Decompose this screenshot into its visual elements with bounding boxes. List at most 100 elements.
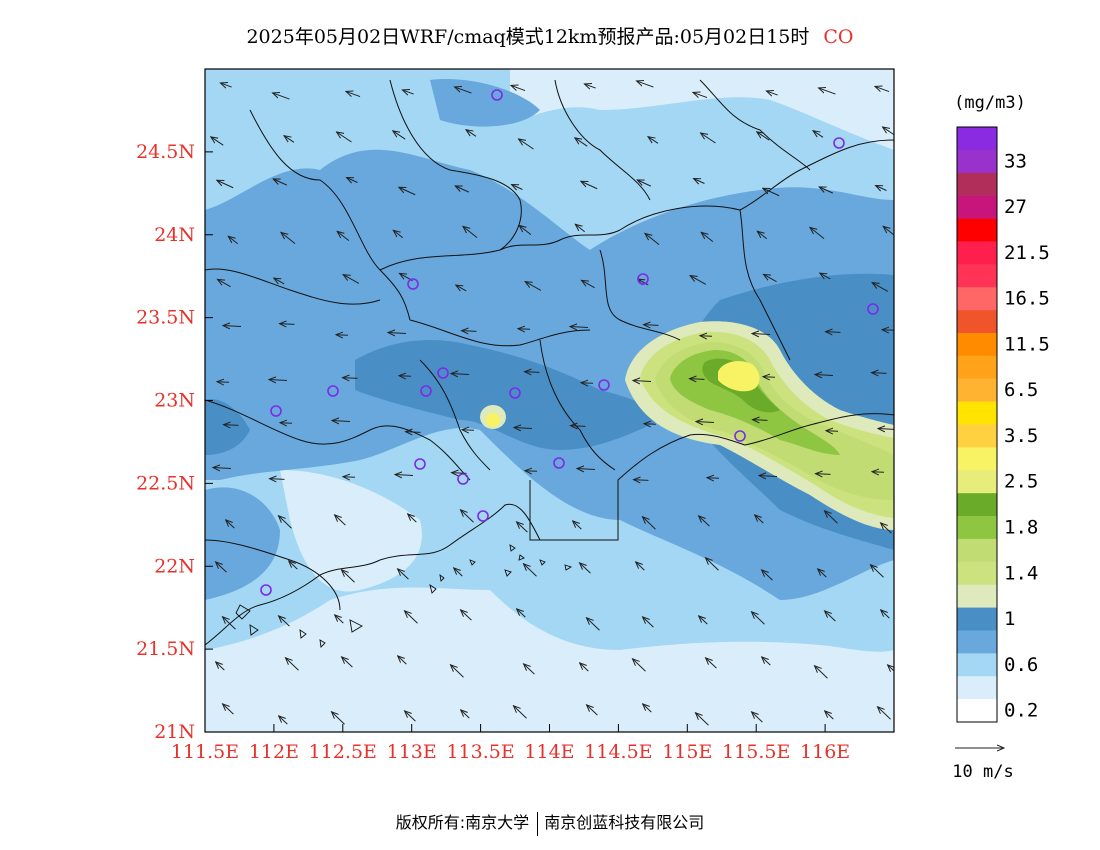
wind-arrow [270, 479, 285, 480]
wind-arrow [335, 615, 344, 624]
wind-arrow [644, 424, 657, 425]
x-axis-ticks: 111.5E 112E 112.5E 113E 113.5E 114E 114.5E 115E… [171, 724, 850, 763]
wind-arrow [402, 90, 414, 94]
wind-arrow [573, 521, 582, 530]
wind-arrow [752, 334, 771, 335]
wind-arrow [699, 516, 710, 527]
wind-arrow [571, 426, 586, 427]
wind-arrow [220, 83, 232, 87]
legend-label: 2.5 [1004, 471, 1038, 493]
legend-label: 0.2 [1004, 700, 1038, 722]
legend-swatch [957, 310, 997, 334]
y-axis-ticks: 21N 21.5N 22N 22.5N 23N 23.5N 24N 24.5N [136, 141, 213, 743]
wind-arrow [637, 180, 652, 187]
wind-arrow [519, 139, 534, 150]
wind-arrow [577, 469, 596, 470]
wind-arrow [643, 704, 652, 713]
wind-arrow [404, 611, 418, 624]
wind-arrow [451, 374, 470, 375]
wind-arrow [279, 616, 290, 627]
legend-swatch [957, 447, 997, 471]
wind-arrow [525, 471, 538, 472]
wind-arrow [826, 332, 841, 333]
station-marker [867, 303, 879, 315]
wind-arrow [763, 377, 776, 378]
legend-label: 3.5 [1004, 425, 1038, 447]
x-tick-label: 116E [800, 741, 850, 763]
wind-arrow [870, 565, 884, 578]
y-tick-label: 22.5N [136, 472, 195, 494]
y-tick-label: 23.5N [136, 307, 195, 329]
map-title: 2025年05月02日WRF/cmaq模式12km预报产品:05月02日15时 C… [0, 22, 1100, 49]
wind-arrow [762, 570, 773, 581]
wind-arrow [636, 562, 645, 571]
copyright-footer: 版权所有:南京大学 南京创蓝科技有限公司 [0, 809, 1100, 836]
wind-arrow [406, 432, 421, 433]
wind-arrow [388, 333, 407, 334]
band-lightest-ne [750, 69, 894, 120]
wind-arrow [826, 431, 839, 432]
legend-swatch [957, 332, 997, 357]
wind-arrow [580, 563, 591, 574]
wind-arrow [584, 84, 596, 88]
legend-label: 21.5 [1004, 242, 1050, 264]
wind-arrow [514, 428, 533, 429]
wind-arrow [634, 480, 649, 481]
band-lightest-sw [280, 470, 422, 592]
wind-arrow [882, 330, 894, 331]
wind-arrow [819, 88, 836, 95]
wind-arrow [395, 475, 414, 476]
wind-arrow [335, 515, 346, 526]
wind-arrow [888, 665, 894, 675]
wind-arrow [223, 326, 242, 327]
legend-swatch [957, 699, 997, 723]
wind-arrow [331, 712, 345, 725]
x-tick-label: 115.5E [722, 741, 790, 763]
wind-arrow [518, 329, 531, 330]
wind-arrow [289, 561, 298, 570]
y-tick-label: 22N [154, 555, 195, 577]
legend-swatch [957, 653, 997, 677]
footer-right: 南京创蓝科技有限公司 [544, 813, 705, 832]
wind-arrow [876, 185, 887, 190]
wind-arrow [633, 381, 652, 382]
wind-arrow [223, 704, 234, 715]
footer-separator [537, 811, 539, 836]
wind-arrow [217, 279, 231, 288]
wind-arrow [211, 137, 224, 146]
legend-unit: (mg/m3) [954, 93, 1026, 113]
legend-swatch [957, 538, 997, 563]
wind-arrow [337, 231, 350, 242]
wind-arrow [825, 711, 834, 720]
wind-arrow [280, 423, 293, 424]
legend-labels: 33 27 21.5 16.5 11.5 6.5 3.5 2.5 1.8 1.4 1 0.6 0.2 [1004, 150, 1050, 721]
legend-swatch [957, 218, 997, 242]
wind-arrow [816, 474, 831, 475]
wind-arrow [872, 283, 889, 292]
islands [235, 544, 573, 648]
station-marker [420, 385, 432, 397]
wind-arrow [274, 278, 285, 284]
wind-arrow [525, 372, 540, 373]
legend-colorbar [956, 126, 998, 723]
station-marker [491, 89, 503, 101]
legend-label: 1 [1004, 608, 1015, 630]
wind-arrow [637, 81, 654, 88]
legend-frame [956, 126, 998, 723]
wind-arrow [570, 327, 589, 328]
wind-arrow [523, 564, 537, 577]
x-tick-label: 113E [387, 741, 437, 763]
wind-arrow [517, 609, 526, 618]
wind-arrow [452, 473, 467, 474]
legend-label: 11.5 [1004, 333, 1050, 355]
wind-arrow [881, 523, 892, 534]
legend-label: 27 [1004, 196, 1027, 218]
wind-arrow [337, 132, 352, 143]
wind-scale-label: 10 m/s [952, 762, 1013, 782]
wind-arrow [875, 86, 890, 93]
wind-arrow [700, 336, 713, 337]
legend-label: 33 [1004, 150, 1027, 172]
wind-arrow [216, 662, 225, 671]
legend-swatch [957, 172, 997, 196]
